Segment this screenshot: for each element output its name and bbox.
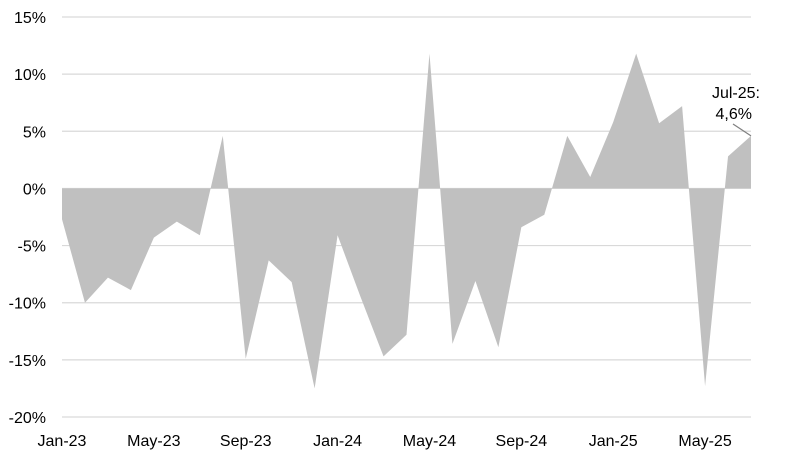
x-axis-tick-labels: Jan-23 May-23 Sep-23 Jan-24 May-24 Sep-24 Jan-… — [38, 433, 732, 450]
y-tick-label: -10% — [9, 296, 46, 313]
x-tick-label: Sep-23 — [220, 433, 272, 450]
x-tick-label: Jan-25 — [589, 433, 638, 450]
y-tick-label: 15% — [14, 10, 46, 27]
annotation-label-line2: 4,6% — [716, 106, 752, 123]
x-tick-label: May-24 — [403, 433, 456, 450]
x-tick-label: May-23 — [127, 433, 180, 450]
y-tick-label: -15% — [9, 353, 46, 370]
x-tick-label: Jan-23 — [38, 433, 87, 450]
area-series — [62, 53, 751, 389]
y-tick-label: -5% — [18, 239, 46, 256]
annotation-leader-line — [732, 123, 752, 137]
x-tick-label: May-25 — [678, 433, 731, 450]
y-axis-tick-labels: 15% 10% 5% 0% -5% -10% -15% -20% — [9, 10, 46, 427]
annotation: Jul-25: 4,6% — [712, 85, 760, 137]
y-tick-label: 0% — [23, 181, 46, 198]
y-tick-label: -20% — [9, 410, 46, 427]
annotation-label-line1: Jul-25: — [712, 85, 760, 102]
x-tick-label: Jan-24 — [313, 433, 362, 450]
y-tick-label: 10% — [14, 67, 46, 84]
x-tick-label: Sep-24 — [496, 433, 548, 450]
y-tick-label: 5% — [23, 124, 46, 141]
